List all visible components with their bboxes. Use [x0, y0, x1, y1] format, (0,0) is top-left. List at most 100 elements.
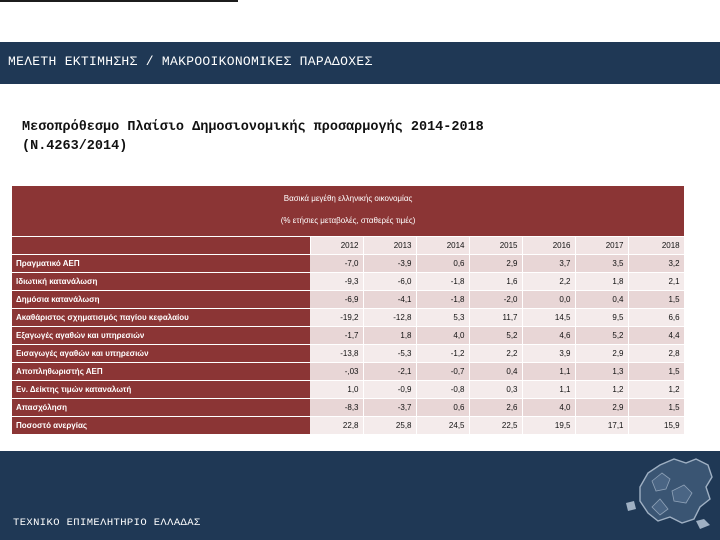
- table-row: Εισαγωγές αγαθών και υπηρεσιών -13,8 -5,3-…: [12, 344, 685, 363]
- table-cell: 0,4: [469, 362, 523, 381]
- table-cell: -6,0: [363, 272, 417, 291]
- table-cell: 22,5: [469, 416, 523, 435]
- table-caption-line2: (% ετήσιες μεταβολές, σταθερές τιμές): [280, 216, 416, 225]
- top-rule: [0, 0, 238, 2]
- table-cell: 2,9: [575, 344, 629, 363]
- table-cell: 0,6: [416, 398, 470, 417]
- table-cell: -5,3: [363, 344, 417, 363]
- table-cell: 1,0: [310, 380, 364, 399]
- table-row: Δημόσια κατανάλωση -6,9 -4,1 -1,8 -2,0 0,0 0,4…: [12, 290, 685, 309]
- slide-title: Μεσοπρόθεσμο Πλαίσιο Δημοσιονομικής προσ…: [22, 118, 662, 156]
- row-label: Δημόσια κατανάλωση: [12, 290, 310, 309]
- row-label: Ακαθάριστος σχηματισμός παγίου κεφαλαίου: [12, 308, 310, 327]
- table-cell: -8,3: [310, 398, 364, 417]
- table-cell: 3,2: [628, 254, 685, 273]
- table-cell: -1,8: [416, 290, 470, 309]
- table-cell: 0,0: [522, 290, 576, 309]
- row-label: Απασχόληση: [12, 398, 310, 417]
- row-label: Ποσοστό ανεργίας: [12, 416, 310, 435]
- table-cell: 5,2: [575, 326, 629, 345]
- table-cell: 3,7: [522, 254, 576, 273]
- table-cell: -,03: [310, 362, 364, 381]
- table-cell: 0,3: [469, 380, 523, 399]
- row-label: Εξαγωγές αγαθών και υπηρεσιών: [12, 326, 310, 345]
- table-cell: -4,1: [363, 290, 417, 309]
- table-cell: 1,6: [469, 272, 523, 291]
- table-cell: 14,5: [522, 308, 576, 327]
- table-cell: -2,0: [469, 290, 523, 309]
- year-header: 2016: [522, 236, 576, 255]
- table-cell: 4,6: [522, 326, 576, 345]
- table-cell: 1,5: [628, 398, 685, 417]
- table-cell: 15,9: [628, 416, 685, 435]
- table-cell: 4,0: [416, 326, 470, 345]
- year-header: 2013: [363, 236, 417, 255]
- table-cell: -0,8: [416, 380, 470, 399]
- table-cell: 1,8: [363, 326, 417, 345]
- table-cell: -0,9: [363, 380, 417, 399]
- row-label: Εισαγωγές αγαθών και υπηρεσιών: [12, 344, 310, 363]
- table-cell: 1,5: [628, 290, 685, 309]
- table-cell: -3,9: [363, 254, 417, 273]
- table-cell: 0,6: [416, 254, 470, 273]
- table-cell: 2,2: [522, 272, 576, 291]
- year-header: 2012: [310, 236, 364, 255]
- table-cell: 25,8: [363, 416, 417, 435]
- table-cell: 2,1: [628, 272, 685, 291]
- table-cell: 3,9: [522, 344, 576, 363]
- table-cell: 11,7: [469, 308, 523, 327]
- table-row: Πραγματικό ΑΕΠ -7,0 -3,9 0,6 2,9 3,7 3,5 3,2: [12, 254, 685, 273]
- table-row: Ποσοστό ανεργίας 22,8 25,8 24,5 22,5 19,5 17,1…: [12, 416, 685, 435]
- table-cell: -3,7: [363, 398, 417, 417]
- row-label: Αποπληθωριστής ΑΕΠ: [12, 362, 310, 381]
- row-label: Ιδιωτική κατανάλωση: [12, 272, 310, 291]
- table-cell: 2,8: [628, 344, 685, 363]
- year-header: 2018: [628, 236, 685, 255]
- table-cell: 22,8: [310, 416, 364, 435]
- table-cell: -13,8: [310, 344, 364, 363]
- table-cell: -9,3: [310, 272, 364, 291]
- table-cell: 2,9: [575, 398, 629, 417]
- footer-bar: ΤΕΧΝΙΚΟ ΕΠΙΜΕΛΗΤΗΡΙΟ ΕΛΛΑΔΑΣ: [0, 451, 720, 540]
- table-caption-row: Βασικά μεγέθη ελληνικής οικονομίας (% ετ…: [12, 186, 685, 237]
- table-row: Αποπληθωριστής ΑΕΠ -,03 -2,1 -0,7 0,4 1,1 1,3 1…: [12, 362, 685, 381]
- table-cell: 1,2: [575, 380, 629, 399]
- table-cell: 1,3: [575, 362, 629, 381]
- table-cell: 17,1: [575, 416, 629, 435]
- table-cell: 4,4: [628, 326, 685, 345]
- footer-organization-name: ΤΕΧΝΙΚΟ ΕΠΙΜΕΛΗΤΗΡΙΟ ΕΛΛΑΔΑΣ: [13, 517, 201, 529]
- economy-table: Βασικά μεγέθη ελληνικής οικονομίας (% ετ…: [12, 186, 685, 435]
- table-row: Εν. Δείκτης τιμών καταναλωτή 1,0 -0,9 -0,8 0…: [12, 380, 685, 399]
- table-cell: -1,7: [310, 326, 364, 345]
- table-cell: -6,9: [310, 290, 364, 309]
- table-cell: 4,0: [522, 398, 576, 417]
- table-cell: -1,2: [416, 344, 470, 363]
- table-cell: 6,6: [628, 308, 685, 327]
- table-cell: 1,5: [628, 362, 685, 381]
- table-row: Απασχόληση -8,3 -3,7 0,6 2,6 4,0 2,9 1,5: [12, 398, 685, 417]
- table-row: Ακαθάριστος σχηματισμός παγίου κεφαλαίου…: [12, 308, 685, 327]
- table-cell: -19,2: [310, 308, 364, 327]
- table-cell: 5,2: [469, 326, 523, 345]
- header-bar: ΜΕΛΕΤΗ ΕΚΤΙΜΗΣΗΣ / ΜΑΚΡΟΟΙΚΟΝΟΜΙΚΕΣ ΠΑΡΑ…: [0, 42, 720, 84]
- table-row: Εξαγωγές αγαθών και υπηρεσιών -1,7 1,8 4,0 5…: [12, 326, 685, 345]
- table-body: Πραγματικό ΑΕΠ -7,0 -3,9 0,6 2,9 3,7 3,5 3,2 Ιδι…: [12, 254, 685, 435]
- table-cell: 1,2: [628, 380, 685, 399]
- table-cell: 0,4: [575, 290, 629, 309]
- slide-title-line2: (Ν.4263/2014): [22, 139, 128, 154]
- table-cell: 24,5: [416, 416, 470, 435]
- table-cell: 1,8: [575, 272, 629, 291]
- table-cell: 9,5: [575, 308, 629, 327]
- slide-title-line1: Μεσοπρόθεσμο Πλαίσιο Δημοσιονομικής προσ…: [22, 120, 484, 135]
- year-header: 2015: [469, 236, 523, 255]
- header-corner-cell: [12, 236, 311, 255]
- year-header: 2014: [416, 236, 470, 255]
- greece-map-icon: [626, 458, 713, 529]
- table-cell: 1,1: [522, 362, 576, 381]
- table-cell: -2,1: [363, 362, 417, 381]
- table-cell: 5,3: [416, 308, 470, 327]
- table-cell: 2,6: [469, 398, 523, 417]
- table-header-row: 2012 2013 2014 2015 2016 2017 2018: [12, 236, 685, 255]
- table-row: Ιδιωτική κατανάλωση -9,3 -6,0 -1,8 1,6 2,2 1,8…: [12, 272, 685, 291]
- table-cell: 1,1: [522, 380, 576, 399]
